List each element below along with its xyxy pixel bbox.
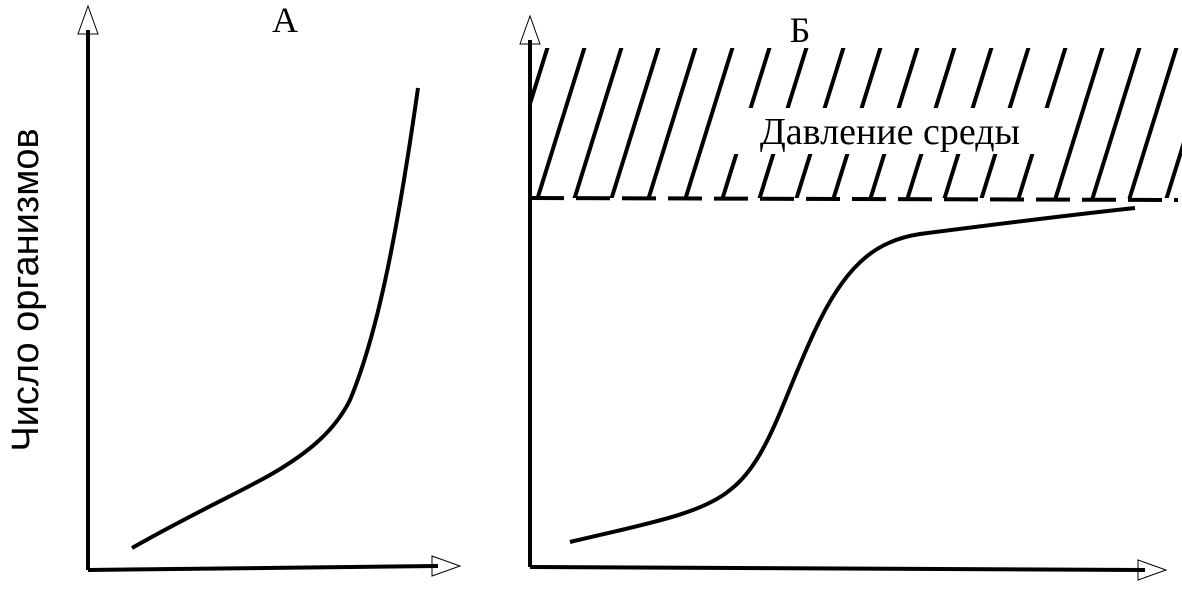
arrow-head [1137,559,1168,581]
x-axis [529,565,1146,572]
zone-label: Давление среды [760,111,1020,153]
x-axis [87,564,439,572]
hatch-line [572,48,624,198]
arrow-head [431,555,462,577]
panel-a: А [77,0,462,577]
label-background [718,108,1063,154]
growth-curve [131,87,420,550]
hatch-line [535,48,587,198]
hatch-line [530,48,550,111]
arrow-head [77,4,99,35]
hatch-line [1053,48,1105,198]
capacity-line [529,196,1179,202]
hatch-line [683,48,735,198]
panel-b: Б Давление среды [519,10,1182,581]
hatch-line [1164,141,1182,198]
panel-label: А [272,0,298,40]
hatch-line [646,48,698,198]
panel-label: Б [790,10,811,50]
hatch-line [1127,48,1179,198]
y-axis-label: Число организмов [5,128,47,451]
growth-curve [569,206,1136,544]
arrow-head [519,14,541,45]
hatch-line [1090,48,1142,198]
hatch-line [609,48,661,198]
